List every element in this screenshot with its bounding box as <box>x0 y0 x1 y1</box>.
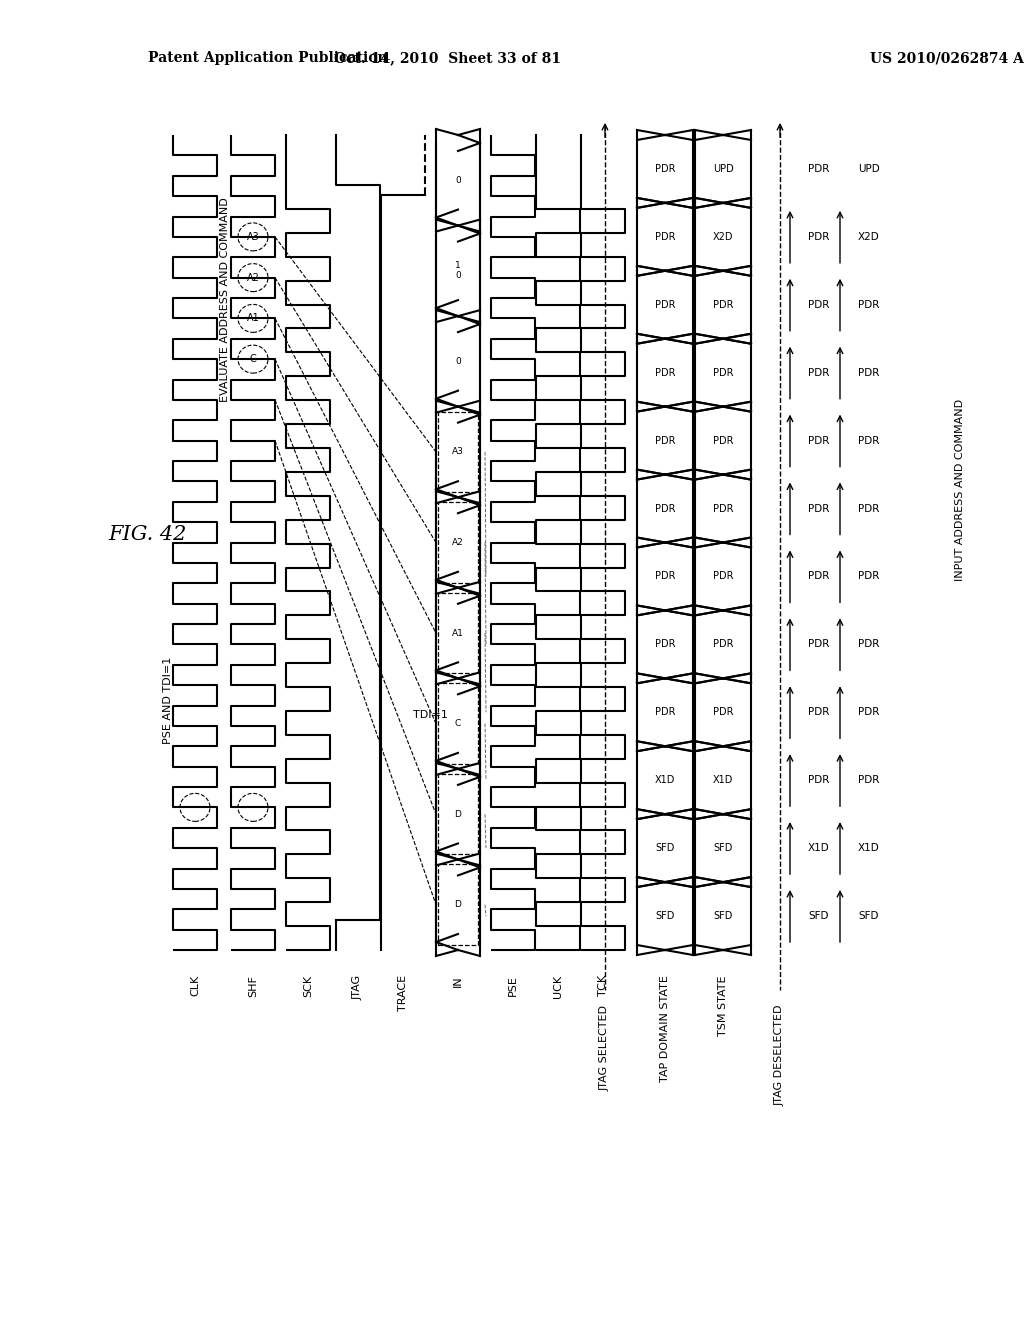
Text: SCK: SCK <box>303 975 313 997</box>
Text: SHF: SHF <box>248 975 258 997</box>
Bar <box>438 502 478 582</box>
Text: PDR: PDR <box>713 708 733 717</box>
Text: FIG. 42: FIG. 42 <box>108 525 186 544</box>
Bar <box>438 593 478 673</box>
Text: PDR: PDR <box>654 368 675 378</box>
Text: 0: 0 <box>455 356 461 366</box>
Text: D: D <box>455 809 462 818</box>
Text: CLK: CLK <box>190 975 200 997</box>
Text: X1D: X1D <box>713 775 733 785</box>
Text: SFD: SFD <box>714 911 733 921</box>
Text: JTAG: JTAG <box>353 975 362 1001</box>
Text: 0: 0 <box>455 272 461 280</box>
Text: PDR: PDR <box>713 572 733 581</box>
Text: PDR: PDR <box>654 503 675 513</box>
Text: PDR: PDR <box>713 639 733 649</box>
Text: TDI=1: TDI=1 <box>413 710 447 719</box>
Text: PDR: PDR <box>808 368 829 378</box>
Text: PDR: PDR <box>808 708 829 717</box>
Text: PDR: PDR <box>808 639 829 649</box>
Text: JTAG DESELECTED: JTAG DESELECTED <box>775 1005 785 1106</box>
Text: PDR: PDR <box>713 300 733 310</box>
Text: PSE AND TDI=1: PSE AND TDI=1 <box>163 656 173 743</box>
Text: Patent Application Publication: Patent Application Publication <box>148 51 388 65</box>
Text: TAP DOMAIN STATE: TAP DOMAIN STATE <box>660 975 670 1082</box>
Text: PDR: PDR <box>808 503 829 513</box>
Text: JTAG SELECTED: JTAG SELECTED <box>600 1005 610 1092</box>
Text: SFD: SFD <box>858 911 879 921</box>
Text: PDR: PDR <box>654 639 675 649</box>
Text: X1D: X1D <box>858 843 880 853</box>
Text: PDR: PDR <box>808 572 829 581</box>
Text: PDR: PDR <box>654 300 675 310</box>
Text: PDR: PDR <box>654 572 675 581</box>
Text: PDR: PDR <box>713 503 733 513</box>
Text: PDR: PDR <box>808 436 829 446</box>
Text: 1: 1 <box>455 261 461 271</box>
Text: X1D: X1D <box>654 775 675 785</box>
Text: TRACE: TRACE <box>398 975 408 1011</box>
Text: IN: IN <box>453 975 463 986</box>
Text: PDR: PDR <box>858 708 880 717</box>
Text: TSM STATE: TSM STATE <box>718 975 728 1035</box>
Text: PDR: PDR <box>808 164 829 174</box>
Text: PDR: PDR <box>858 639 880 649</box>
Text: A2: A2 <box>453 539 464 546</box>
Text: D: D <box>455 900 462 909</box>
Text: PDR: PDR <box>858 300 880 310</box>
Text: PDR: PDR <box>858 503 880 513</box>
Bar <box>438 684 478 764</box>
Text: SFD: SFD <box>655 911 675 921</box>
Text: X1D: X1D <box>808 843 829 853</box>
Text: PDR: PDR <box>654 164 675 174</box>
Text: PSE: PSE <box>508 975 518 995</box>
Text: PDR: PDR <box>858 368 880 378</box>
Text: TCK: TCK <box>598 975 608 997</box>
Text: PDR: PDR <box>654 232 675 242</box>
Text: PDR: PDR <box>858 572 880 581</box>
Text: A2: A2 <box>247 273 259 282</box>
Text: PDR: PDR <box>713 368 733 378</box>
Text: UPD: UPD <box>858 164 880 174</box>
Text: US 2010/0262874 A1: US 2010/0262874 A1 <box>870 51 1024 65</box>
Text: PDR: PDR <box>654 708 675 717</box>
Text: PDR: PDR <box>858 775 880 785</box>
Text: INPUT ADDRESS AND COMMAND: INPUT ADDRESS AND COMMAND <box>955 399 965 581</box>
Bar <box>438 865 478 945</box>
Text: SFD: SFD <box>714 843 733 853</box>
Text: X2D: X2D <box>858 232 880 242</box>
Text: A3: A3 <box>247 232 259 242</box>
Text: SFD: SFD <box>655 843 675 853</box>
Text: UPD: UPD <box>713 164 733 174</box>
Text: PDR: PDR <box>808 300 829 310</box>
Text: A1: A1 <box>452 628 464 638</box>
Text: PDR: PDR <box>808 232 829 242</box>
Bar <box>438 412 478 492</box>
Text: Oct. 14, 2010  Sheet 33 of 81: Oct. 14, 2010 Sheet 33 of 81 <box>335 51 561 65</box>
Text: C: C <box>455 719 461 729</box>
Text: EVALUATE ADDRESS AND COMMAND: EVALUATE ADDRESS AND COMMAND <box>220 198 230 403</box>
Text: C: C <box>250 354 256 364</box>
Bar <box>438 774 478 854</box>
Text: UCK: UCK <box>553 975 563 998</box>
Text: A3: A3 <box>452 447 464 457</box>
Text: SFD: SFD <box>808 911 828 921</box>
Text: PDR: PDR <box>808 775 829 785</box>
Text: PDR: PDR <box>858 436 880 446</box>
Text: PDR: PDR <box>713 436 733 446</box>
Text: X2D: X2D <box>713 232 733 242</box>
Text: A1: A1 <box>247 313 259 323</box>
Text: PDR: PDR <box>654 436 675 446</box>
Text: 0: 0 <box>455 176 461 185</box>
